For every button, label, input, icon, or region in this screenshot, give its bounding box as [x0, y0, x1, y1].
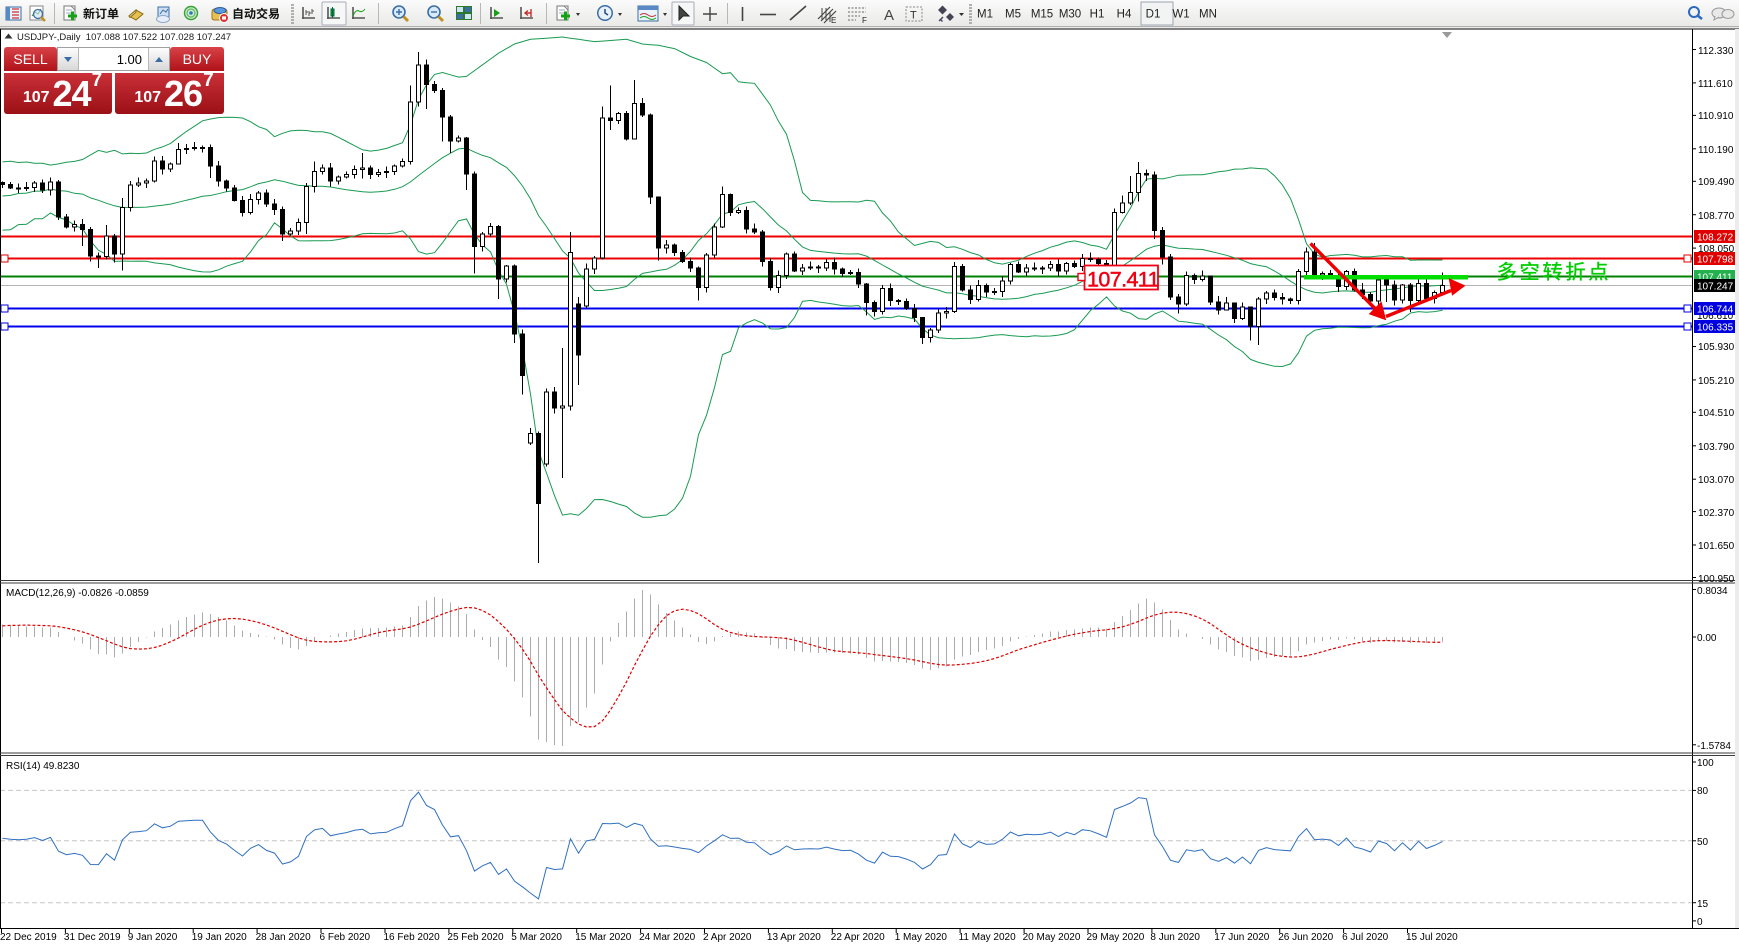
- svg-text:13 Apr 2020: 13 Apr 2020: [767, 932, 821, 943]
- svg-text:101.650: 101.650: [1698, 541, 1735, 552]
- svg-text:28 Jan 2020: 28 Jan 2020: [256, 932, 311, 943]
- svg-text:50: 50: [1697, 837, 1709, 848]
- svg-text:110.910: 110.910: [1698, 111, 1734, 122]
- svg-text:0.8034: 0.8034: [1697, 586, 1728, 597]
- svg-text:MACD(12,26,9) -0.0826 -0.0859: MACD(12,26,9) -0.0826 -0.0859: [6, 588, 149, 599]
- svg-text:M1: M1: [977, 9, 993, 21]
- svg-text:20 May 2020: 20 May 2020: [1023, 932, 1081, 943]
- svg-text:107.411: 107.411: [1087, 268, 1159, 292]
- svg-text:11 May 2020: 11 May 2020: [959, 932, 1017, 943]
- svg-text:MN: MN: [1199, 9, 1217, 21]
- svg-text:80: 80: [1697, 786, 1709, 797]
- svg-text:T: T: [910, 10, 917, 22]
- svg-text:22 Apr 2020: 22 Apr 2020: [831, 932, 885, 943]
- svg-text:107.247: 107.247: [1697, 282, 1734, 293]
- svg-text:-1.5784: -1.5784: [1697, 741, 1731, 752]
- svg-text:H1: H1: [1090, 9, 1105, 21]
- svg-text:29 May 2020: 29 May 2020: [1087, 932, 1145, 943]
- svg-text:107.411: 107.411: [1697, 273, 1733, 284]
- svg-text:102.370: 102.370: [1698, 508, 1735, 519]
- svg-text:108.050: 108.050: [1698, 244, 1735, 255]
- svg-text:8 Jun 2020: 8 Jun 2020: [1150, 932, 1200, 943]
- svg-text:106.610: 106.610: [1697, 311, 1734, 322]
- svg-text:M15: M15: [1031, 9, 1053, 21]
- svg-text:100.950: 100.950: [1698, 574, 1735, 585]
- svg-text:109.490: 109.490: [1698, 177, 1735, 188]
- svg-text:108.272: 108.272: [1697, 233, 1734, 244]
- svg-text:D1: D1: [1146, 9, 1161, 21]
- svg-text:9 Jan 2020: 9 Jan 2020: [128, 932, 178, 943]
- svg-text:16 Feb 2020: 16 Feb 2020: [384, 932, 441, 943]
- svg-text:M30: M30: [1059, 9, 1081, 21]
- svg-text:103.790: 103.790: [1698, 442, 1735, 453]
- svg-text:15 Jul 2020: 15 Jul 2020: [1406, 932, 1458, 943]
- svg-text:107.798: 107.798: [1697, 255, 1734, 266]
- svg-text:111.610: 111.610: [1698, 79, 1733, 90]
- svg-text:A: A: [884, 7, 894, 24]
- svg-text:108.770: 108.770: [1698, 211, 1735, 222]
- svg-text:F: F: [862, 16, 867, 25]
- svg-text:E: E: [831, 16, 836, 25]
- svg-text:22 Dec 2019: 22 Dec 2019: [0, 932, 57, 943]
- svg-text:5 Mar 2020: 5 Mar 2020: [511, 932, 562, 943]
- svg-text:25 Feb 2020: 25 Feb 2020: [447, 932, 504, 943]
- svg-text:W1: W1: [1172, 9, 1189, 21]
- svg-text:USDJPY-,Daily 107.088 107.522: USDJPY-,Daily 107.088 107.522 107.028 10…: [17, 32, 231, 43]
- svg-text:6 Jul 2020: 6 Jul 2020: [1342, 932, 1389, 943]
- svg-text:RSI(14) 49.8230: RSI(14) 49.8230: [6, 761, 80, 772]
- svg-text:15: 15: [1697, 899, 1709, 910]
- svg-text:6 Feb 2020: 6 Feb 2020: [320, 932, 371, 943]
- svg-text:106.335: 106.335: [1697, 323, 1734, 334]
- svg-text:0: 0: [1697, 917, 1703, 928]
- svg-text:106.744: 106.744: [1697, 305, 1734, 316]
- svg-text:0.00: 0.00: [1697, 633, 1717, 644]
- svg-text:1 May 2020: 1 May 2020: [895, 932, 948, 943]
- svg-text:19 Jan 2020: 19 Jan 2020: [192, 932, 247, 943]
- svg-text:2 Apr 2020: 2 Apr 2020: [703, 932, 752, 943]
- svg-text:104.510: 104.510: [1698, 408, 1735, 419]
- svg-text:17 Jun 2020: 17 Jun 2020: [1214, 932, 1269, 943]
- svg-text:100: 100: [1697, 758, 1714, 769]
- svg-text:15 Mar 2020: 15 Mar 2020: [575, 932, 632, 943]
- svg-text:105.930: 105.930: [1698, 342, 1735, 353]
- svg-text:H4: H4: [1117, 9, 1132, 21]
- svg-text:M5: M5: [1005, 9, 1021, 21]
- svg-text:24 Mar 2020: 24 Mar 2020: [639, 932, 696, 943]
- svg-text:105.210: 105.210: [1698, 376, 1735, 387]
- svg-text:112.330: 112.330: [1698, 46, 1734, 57]
- svg-text:110.190: 110.190: [1698, 145, 1734, 156]
- svg-text:26 Jun 2020: 26 Jun 2020: [1278, 932, 1333, 943]
- svg-text:103.070: 103.070: [1698, 475, 1735, 486]
- svg-text:31 Dec 2019: 31 Dec 2019: [64, 932, 121, 943]
